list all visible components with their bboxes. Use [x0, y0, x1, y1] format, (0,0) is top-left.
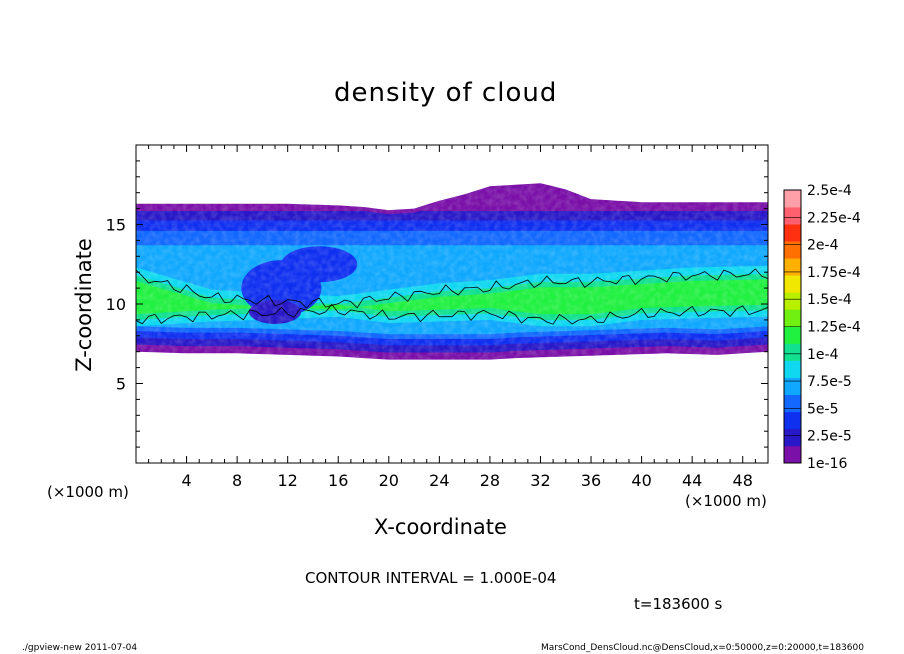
plot-texture	[136, 183, 768, 360]
contour-lines	[136, 268, 768, 325]
colorbar-label: 2.5e-4	[807, 183, 852, 199]
x-tick-label: 28	[480, 471, 500, 490]
x-tick-label: 44	[682, 471, 702, 490]
x-axis-ticks: 4 8 12 16 20 24 28 32 36 40 44 48	[148, 145, 756, 490]
contour-lower	[136, 303, 768, 325]
y-tick-label: 5	[116, 375, 126, 394]
y-tick-label: 10	[106, 295, 126, 314]
x-tick-label: 8	[232, 471, 242, 490]
colorbar-swatch	[784, 343, 801, 361]
colorbar-swatch	[784, 326, 801, 344]
y-axis-label: Z-coordinate	[72, 238, 96, 372]
colorbar-label: 2.25e-4	[807, 210, 861, 226]
contour-interval-label: CONTOUR INTERVAL = 1.000E-04	[305, 569, 557, 587]
x-tick-label: 36	[581, 471, 601, 490]
colorbar-swatch	[784, 428, 801, 447]
x-tick-label: 40	[631, 471, 651, 490]
y-tick-label: 15	[106, 216, 126, 235]
footer-left: ./gpview-new 2011-07-04	[22, 643, 138, 653]
y-axis-ticks: 5 10 15	[106, 160, 768, 448]
colorbar-swatch	[784, 360, 801, 378]
z-unit-label: (×1000 m)	[47, 483, 129, 501]
footer-right: MarsCond_DensCloud.nc@DensCloud,x=0:5000…	[541, 643, 864, 653]
x-tick-label: 48	[733, 471, 753, 490]
colorbar-label: 2.5e-5	[807, 429, 852, 445]
colorbar-swatch	[784, 377, 801, 396]
colorbar-label: 7.5e-5	[807, 374, 852, 390]
chart-title: density of cloud	[334, 78, 558, 108]
colorbar-label: 1e-16	[807, 456, 847, 472]
colorbar-swatch	[784, 207, 801, 225]
colorbar-swatch	[784, 190, 801, 208]
colorbar-swatch	[784, 309, 801, 327]
colorbar-swatch	[784, 241, 801, 259]
colorbar-swatch	[784, 411, 801, 430]
x-tick-label: 20	[379, 471, 399, 490]
colorbar-label: 1.25e-4	[807, 320, 861, 336]
x-unit-label: (×1000 m)	[685, 492, 767, 510]
colorbar-label: 2e-4	[807, 238, 839, 254]
colorbar-label: 1.5e-4	[807, 292, 852, 308]
x-tick-label: 12	[278, 471, 298, 490]
colorbar-swatch	[784, 275, 801, 293]
time-label: t=183600 s	[634, 595, 723, 613]
colorbar-swatch	[784, 258, 801, 276]
colorbar-label: 5e-5	[807, 401, 838, 417]
colorbar: 1e-16 2.5e-5 5e-5 7.5e-5 1e-4 1.25e-4 1.5e-4 1.…	[783, 183, 861, 472]
colorbar-label: 1e-4	[807, 347, 839, 363]
x-tick-label: 32	[530, 471, 550, 490]
colorbar-swatch	[784, 292, 801, 310]
contour-upper	[136, 268, 768, 309]
colorbar-swatch	[784, 224, 801, 242]
colorbar-swatch	[784, 445, 801, 464]
x-axis-label: X-coordinate	[374, 515, 507, 539]
x-tick-label: 24	[429, 471, 449, 490]
cloud-texture	[136, 183, 768, 360]
x-tick-label: 16	[328, 471, 348, 490]
x-tick-label: 4	[181, 471, 191, 490]
colorbar-swatch	[784, 394, 801, 413]
colorbar-label: 1.75e-4	[807, 265, 861, 281]
